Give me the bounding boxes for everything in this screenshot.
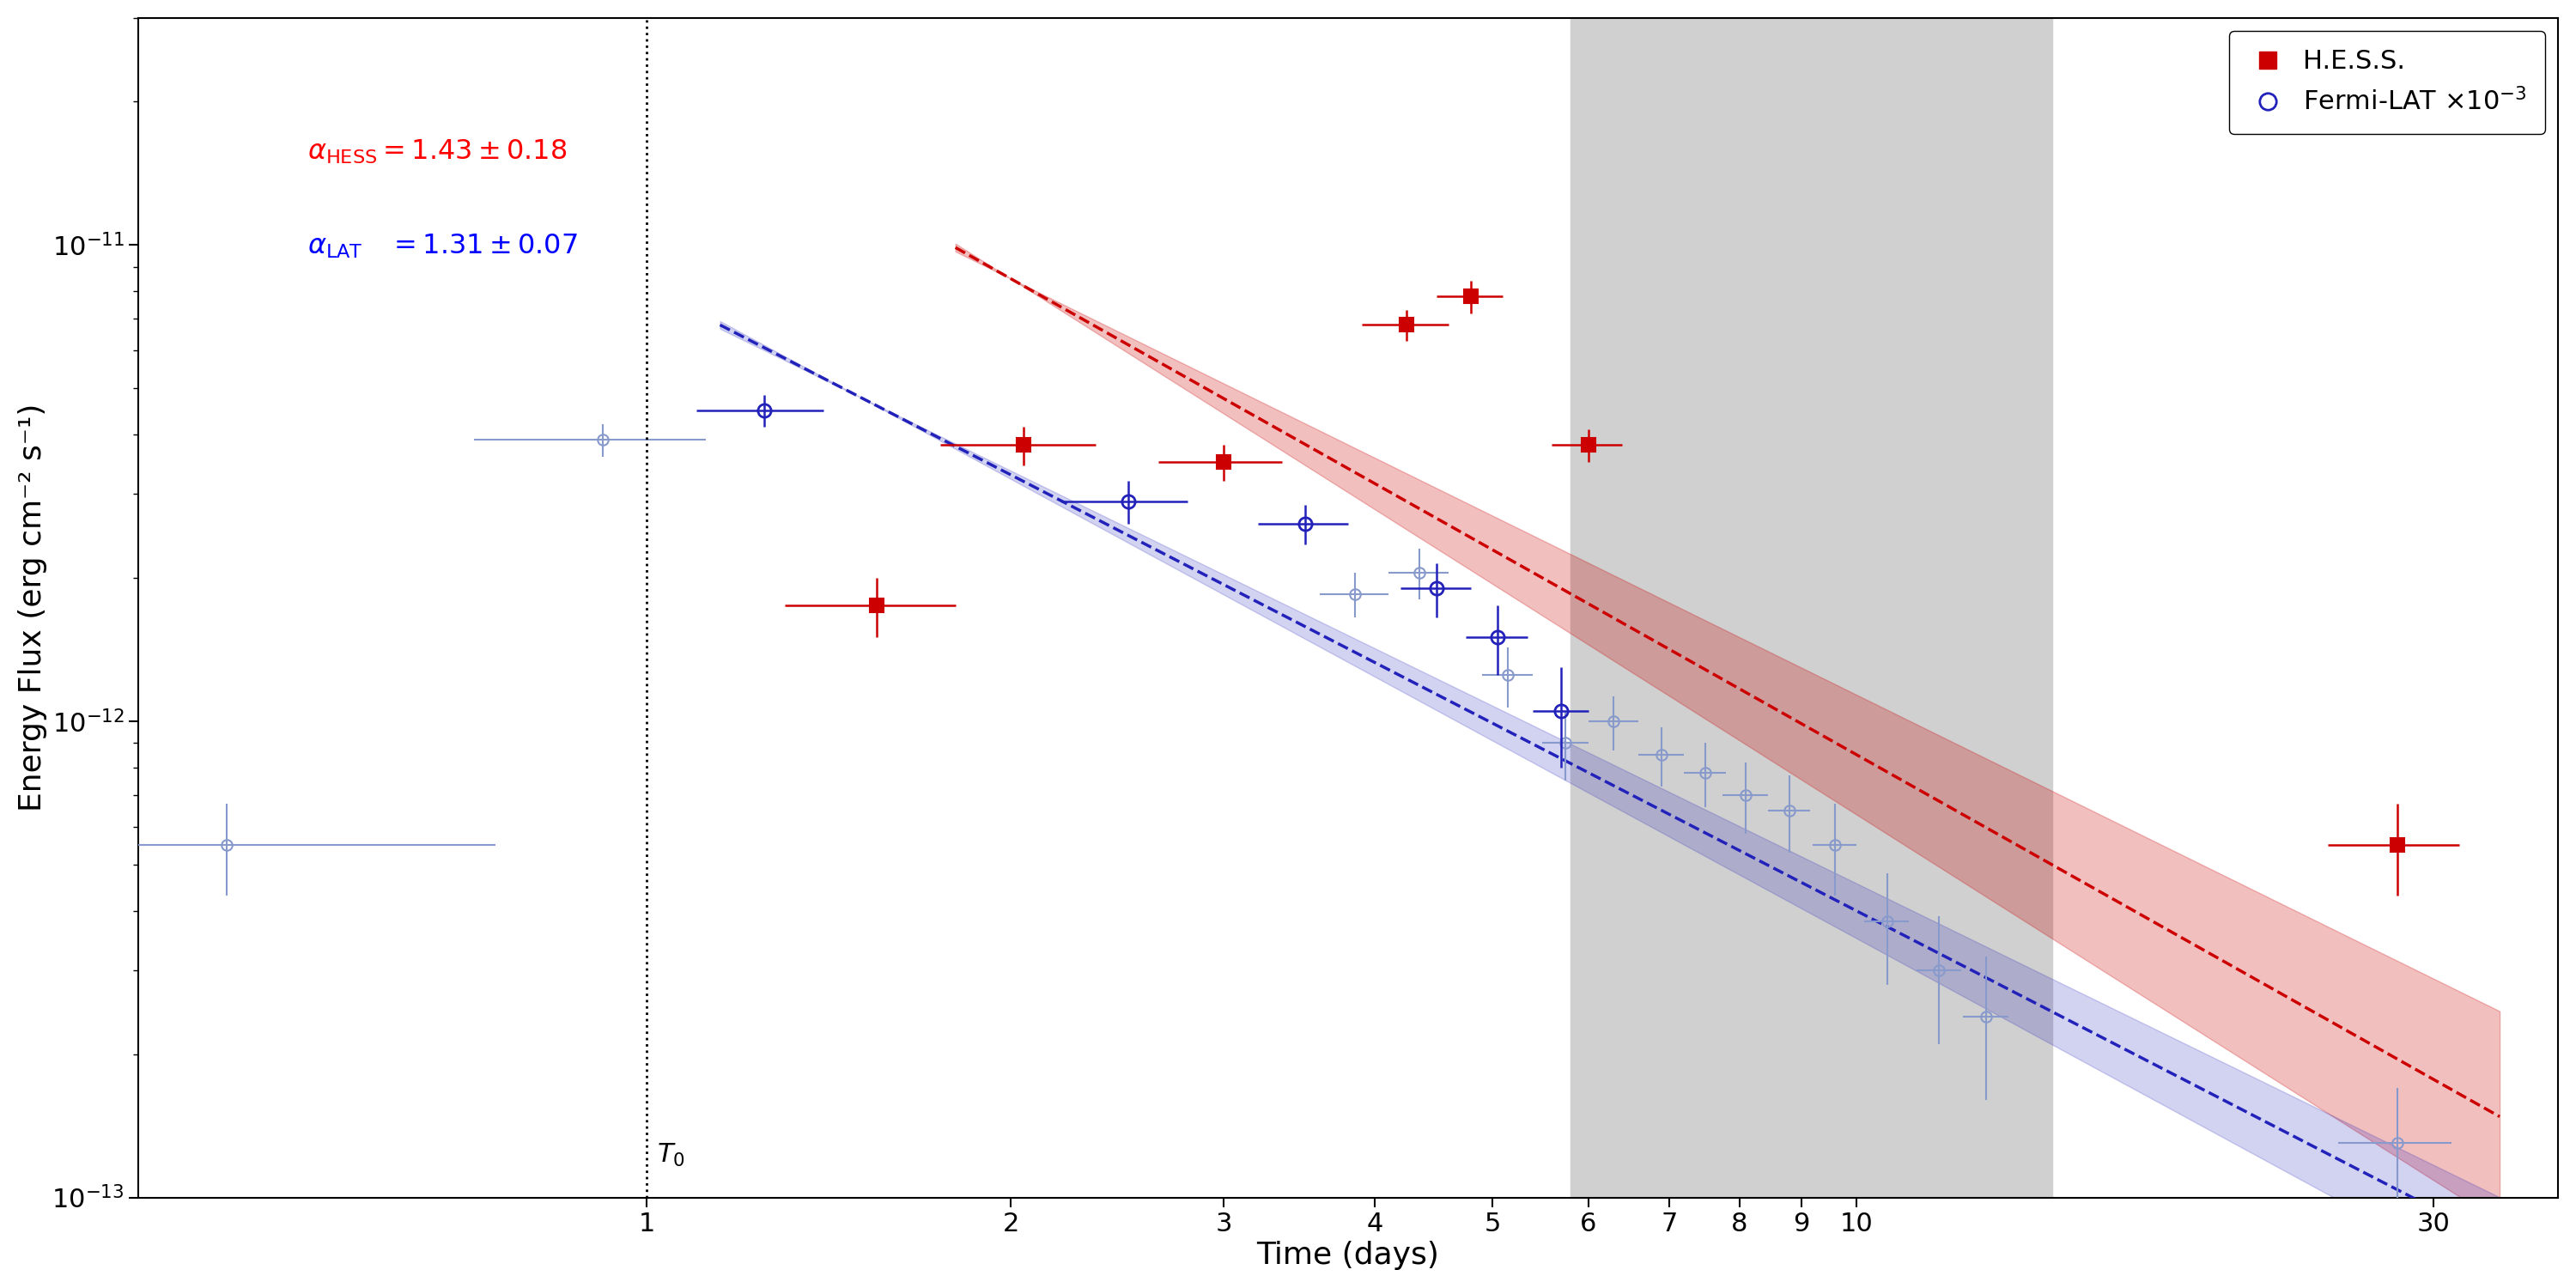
Text: $\alpha_{\rm HESS} = 1.43 \pm 0.18$: $\alpha_{\rm HESS} = 1.43 \pm 0.18$: [307, 138, 567, 166]
X-axis label: Time (days): Time (days): [1257, 1240, 1440, 1270]
Text: $T_0$: $T_0$: [657, 1142, 685, 1168]
Y-axis label: Energy Flux (erg cm⁻² s⁻¹): Energy Flux (erg cm⁻² s⁻¹): [18, 403, 46, 811]
Bar: [1571, 18, 2053, 1198]
Text: $\alpha_{\rm LAT}\;\;\;\,= 1.31 \pm 0.07$: $\alpha_{\rm LAT}\;\;\;\,= 1.31 \pm 0.07…: [307, 232, 577, 260]
Legend: H.E.S.S., Fermi-LAT $\times10^{-3}$: H.E.S.S., Fermi-LAT $\times10^{-3}$: [2228, 31, 2545, 134]
